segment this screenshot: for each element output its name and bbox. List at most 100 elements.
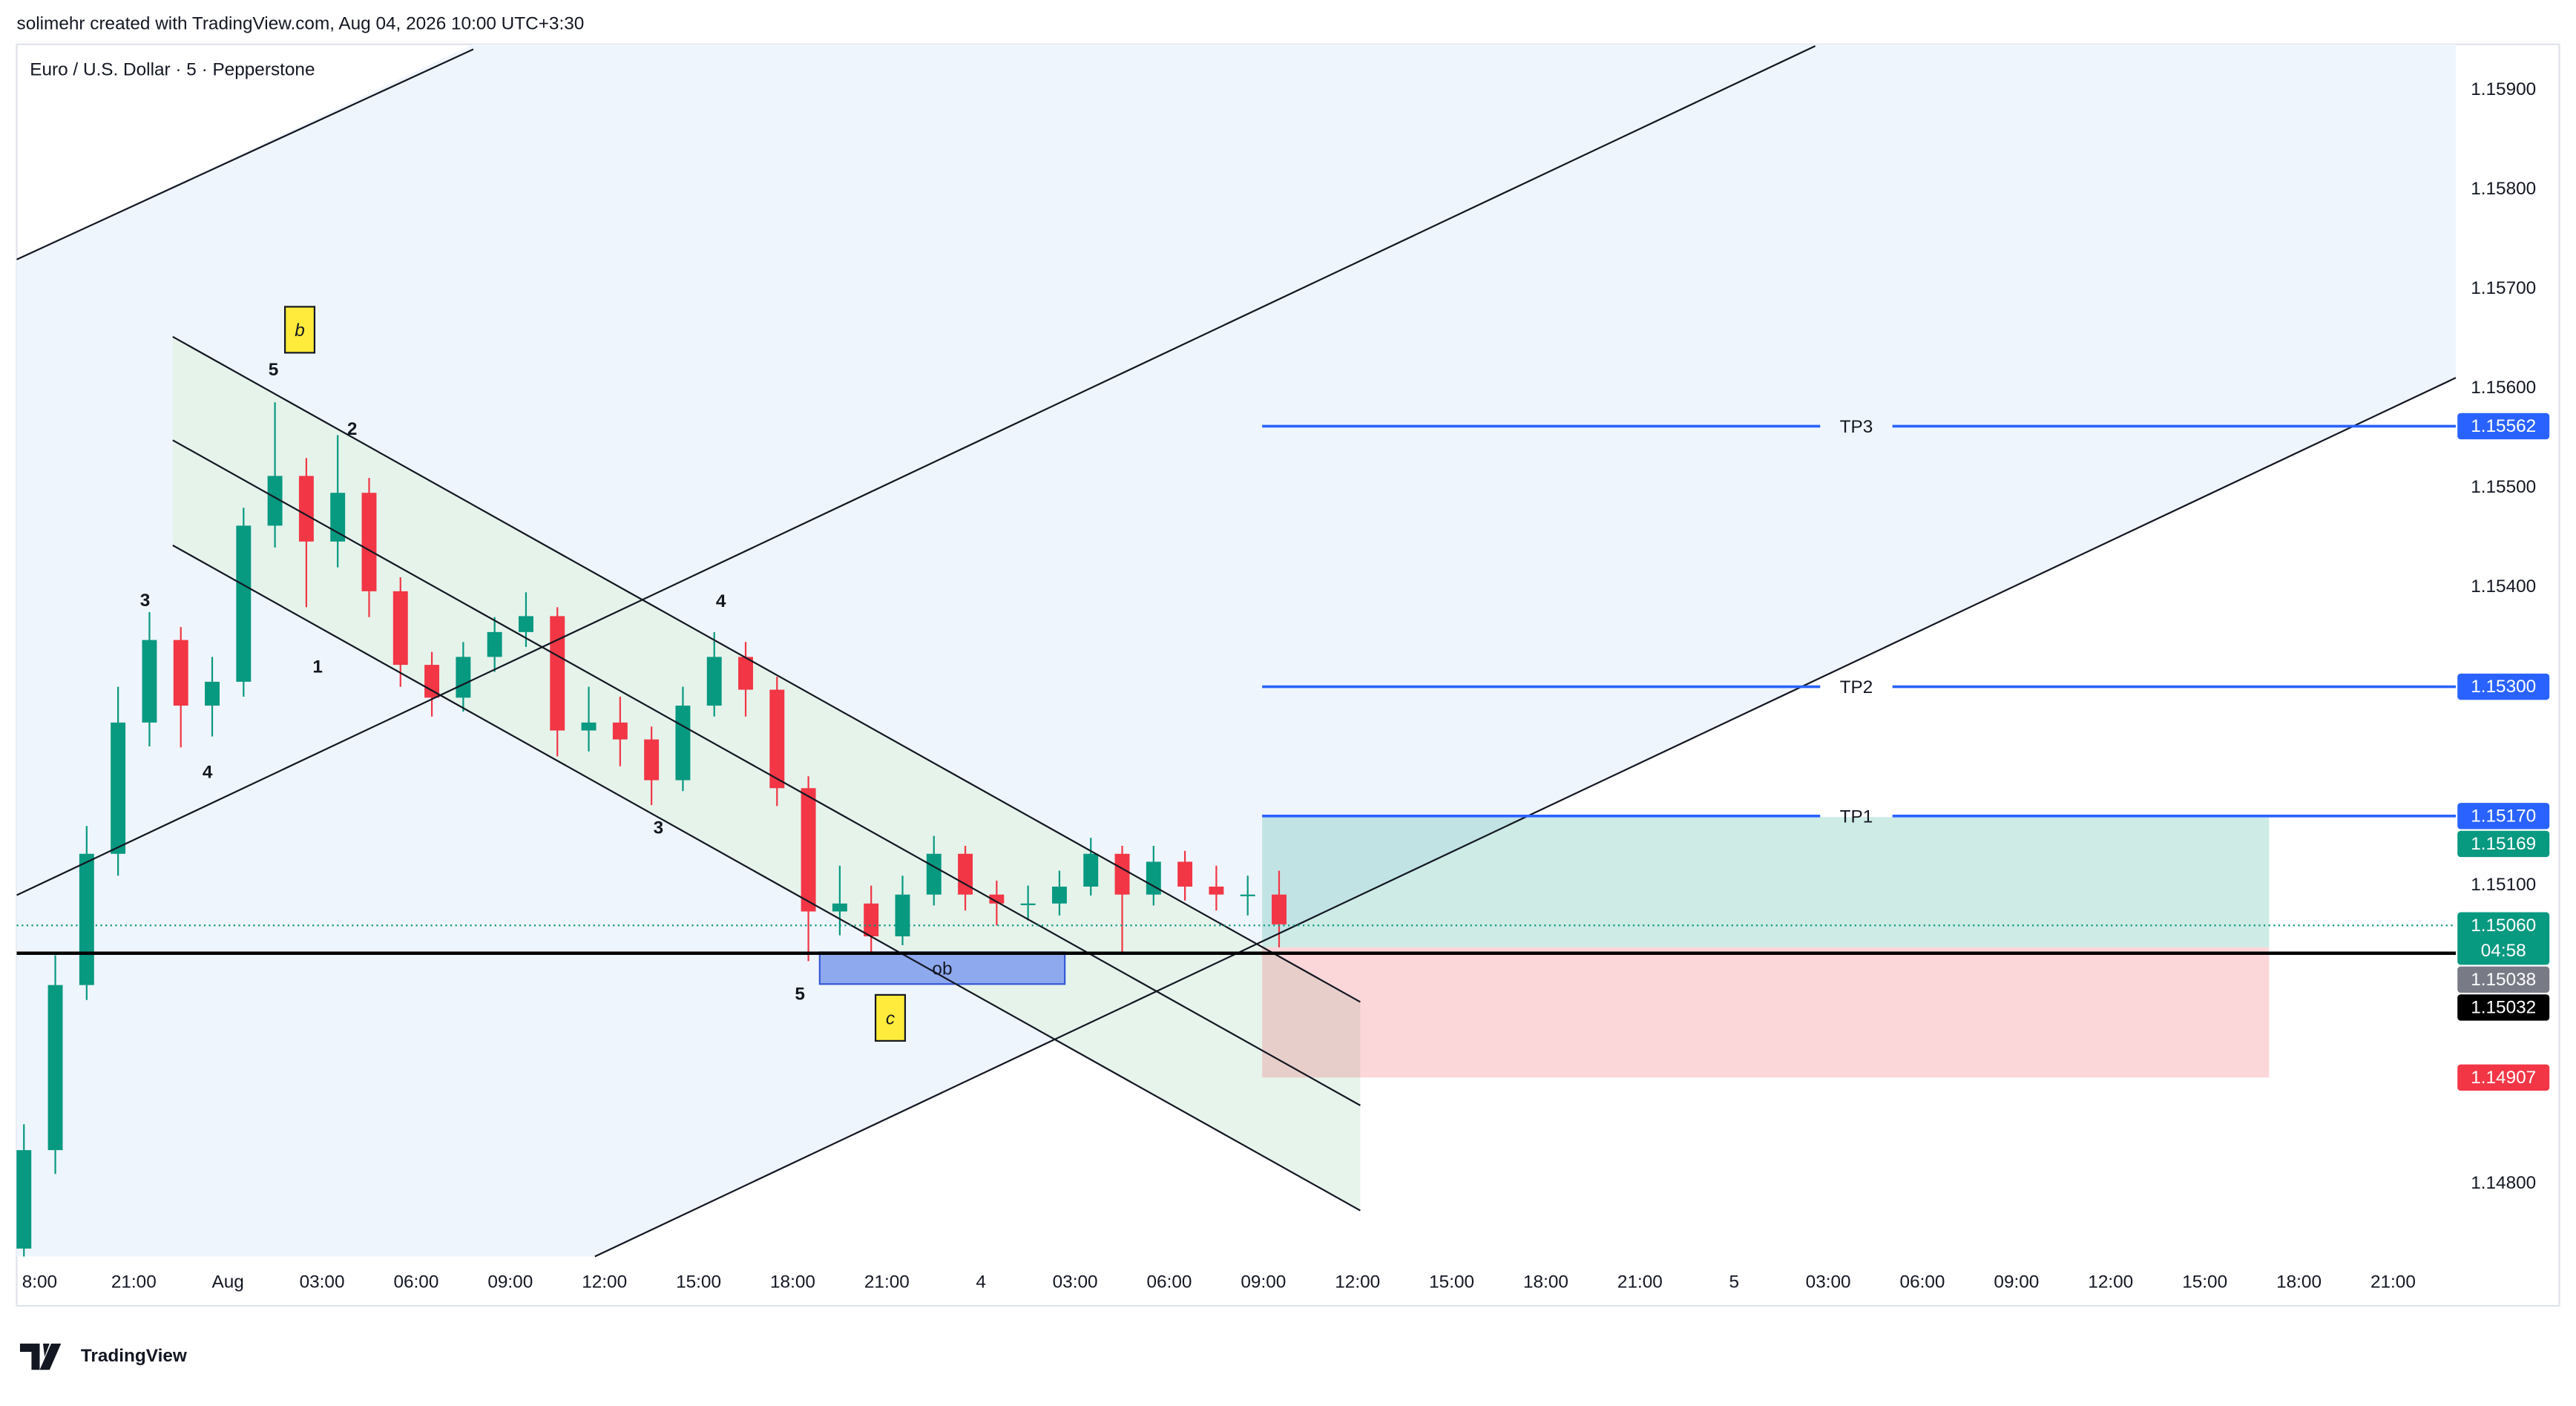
candle-body (79, 853, 94, 985)
candle-body (550, 616, 565, 731)
price-tag (2457, 912, 2550, 965)
price-tag-label: 1.15038 (2471, 970, 2536, 990)
candle-body (1209, 886, 1224, 895)
candle-body (392, 591, 408, 666)
price-tag (2457, 1064, 2550, 1091)
price-tag (2457, 673, 2550, 700)
candle-body (1051, 886, 1067, 904)
y-tick-label: 1.15400 (2471, 576, 2536, 597)
candle-body (16, 1150, 32, 1249)
price-tag-label: 1.15032 (2471, 997, 2536, 1017)
price-tag-label: 1.15169 (2471, 834, 2536, 854)
channel-line (172, 545, 1361, 1212)
candle-body (111, 722, 126, 854)
loss-zone (1262, 947, 2270, 1078)
candle-body (1240, 894, 1255, 896)
candle-body (675, 706, 691, 781)
wave-label: c (886, 1009, 895, 1029)
candle-body (1272, 894, 1287, 924)
x-tick-label: 21:00 (2370, 1272, 2416, 1292)
symbol-title: Euro / U.S. Dollar · 5 · Pepperstone (30, 60, 315, 80)
candle-body (205, 681, 220, 706)
candle-body (738, 657, 753, 690)
candle-body (1083, 853, 1099, 887)
candle-body (298, 476, 314, 542)
trend-line (16, 45, 1816, 896)
candle-body (236, 525, 252, 682)
candle-body (832, 903, 847, 912)
x-tick-label: 18:00 (1523, 1272, 1568, 1292)
x-tick-label: 06:00 (1900, 1272, 1945, 1292)
y-tick-label: 1.15800 (2471, 179, 2536, 199)
y-tick-label: 1.15600 (2471, 378, 2536, 398)
candle-body (267, 476, 283, 526)
candle-body (926, 853, 942, 895)
wave-label-box (283, 306, 316, 354)
logo-mark (19, 1343, 62, 1370)
candle-body (769, 689, 785, 789)
candle-body (487, 631, 502, 657)
x-tick-label: 03:00 (300, 1272, 345, 1292)
x-tick-label: 12:00 (582, 1272, 627, 1292)
x-tick-label: 21:00 (1617, 1272, 1663, 1292)
candle-body (330, 493, 346, 542)
price-tag (2457, 994, 2550, 1021)
y-tick-label: 1.15100 (2471, 875, 2536, 895)
candle-body (801, 788, 816, 912)
candle-body (1020, 903, 1036, 905)
candle-body (1114, 853, 1130, 895)
wave-count: 4 (203, 763, 213, 783)
wave-count: 3 (654, 818, 664, 838)
price-tag (2457, 966, 2550, 993)
logo: TradingView (19, 1343, 187, 1370)
candle-body (581, 722, 597, 731)
candle-body (173, 640, 188, 706)
logo-text: TradingView (81, 1346, 187, 1366)
wave-count: 1 (312, 657, 323, 677)
wave-count: 5 (795, 984, 805, 1004)
y-tick-label: 1.15900 (2471, 79, 2536, 99)
price-tag (2457, 803, 2550, 830)
order-block-label: ob (932, 959, 952, 979)
candle-body (706, 657, 722, 706)
wave-count: 5 (269, 360, 279, 380)
candle-body (424, 665, 440, 698)
candle-body (456, 657, 471, 698)
candle-body (361, 493, 377, 591)
x-tick-label: 06:00 (393, 1272, 438, 1292)
x-tick-label: 18:00 (770, 1272, 815, 1292)
x-tick-label: 09:00 (487, 1272, 533, 1292)
x-tick-label: 03:00 (1053, 1272, 1098, 1292)
countdown: 04:58 (2481, 941, 2526, 961)
wave-count: 3 (140, 591, 151, 611)
target-name: TP3 (1840, 417, 1873, 437)
wave-count: 4 (716, 591, 726, 611)
candle-body (1146, 861, 1161, 895)
y-tick-label: 1.15700 (2471, 278, 2536, 298)
x-tick-label: 06:00 (1147, 1272, 1192, 1292)
candle-body (989, 894, 1005, 904)
x-tick-label: 15:00 (676, 1272, 721, 1292)
candle-body (958, 853, 973, 895)
channel-line (172, 335, 1361, 1003)
price-tag (2457, 413, 2550, 440)
x-tick-label: 12:00 (1335, 1272, 1380, 1292)
x-tick-label: 15:00 (1429, 1272, 1474, 1292)
trend-line (16, 48, 474, 260)
plot-area (16, 402, 2270, 1257)
x-tick-label: 12:00 (2088, 1272, 2133, 1292)
drawings (16, 45, 2457, 1258)
candle-body (895, 894, 910, 936)
wave-label: b (295, 321, 305, 341)
price-tag-label: 1.15060 (2471, 916, 2536, 936)
target-name: TP1 (1840, 807, 1873, 827)
candle-body (47, 985, 63, 1151)
x-tick-label: 21:00 (864, 1272, 910, 1292)
price-tag-label: 1.15300 (2471, 677, 2536, 697)
profit-zone (1262, 817, 2270, 947)
price-tag-label: 1.15562 (2471, 416, 2536, 436)
x-tick-label: 03:00 (1806, 1272, 1851, 1292)
candle-body (1177, 861, 1193, 887)
x-tick-label: 09:00 (1241, 1272, 1286, 1292)
